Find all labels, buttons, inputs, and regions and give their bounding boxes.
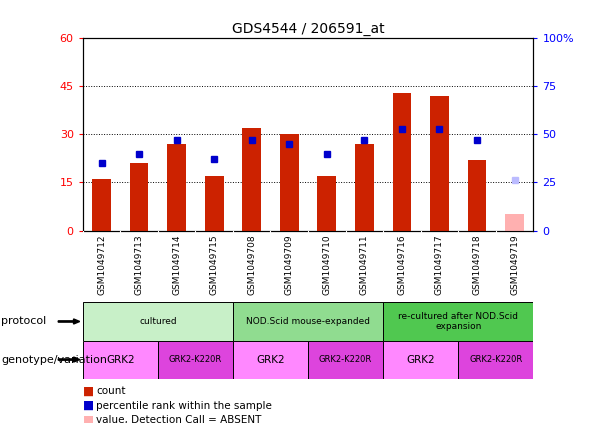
Text: GSM1049708: GSM1049708	[247, 234, 256, 295]
Text: ■: ■	[83, 399, 94, 412]
Bar	[355, 144, 374, 231]
Text: re-cultured after NOD.Scid
expansion: re-cultured after NOD.Scid expansion	[398, 312, 518, 331]
Text: GSM1049711: GSM1049711	[360, 234, 369, 295]
Text: GRK2-K220R: GRK2-K220R	[319, 355, 372, 364]
Bar	[468, 160, 486, 231]
Text: GSM1049709: GSM1049709	[285, 234, 294, 295]
Bar	[430, 96, 449, 231]
Bar	[280, 135, 299, 231]
Text: count: count	[96, 386, 126, 396]
Text: GSM1049710: GSM1049710	[322, 234, 331, 295]
Text: GRK2: GRK2	[106, 354, 135, 365]
Text: genotype/variation: genotype/variation	[1, 354, 107, 365]
Bar	[242, 128, 261, 231]
Bar	[167, 144, 186, 231]
Text: GSM1049717: GSM1049717	[435, 234, 444, 295]
Bar	[205, 176, 224, 231]
Bar	[83, 341, 158, 379]
Text: NOD.Scid mouse-expanded: NOD.Scid mouse-expanded	[246, 317, 370, 326]
Text: GSM1049712: GSM1049712	[97, 234, 106, 295]
Text: value, Detection Call = ABSENT: value, Detection Call = ABSENT	[96, 415, 262, 423]
Text: ■: ■	[83, 385, 94, 398]
Text: percentile rank within the sample: percentile rank within the sample	[96, 401, 272, 411]
Bar	[308, 341, 383, 379]
Text: GRK2: GRK2	[256, 354, 285, 365]
Text: ■: ■	[83, 414, 94, 423]
Bar	[383, 341, 458, 379]
Bar	[233, 302, 383, 341]
Text: GSM1049718: GSM1049718	[473, 234, 481, 295]
Bar	[92, 179, 111, 231]
Text: GSM1049719: GSM1049719	[510, 234, 519, 295]
Bar	[83, 302, 233, 341]
Bar	[130, 163, 148, 231]
Bar	[458, 341, 533, 379]
Bar	[233, 341, 308, 379]
Text: protocol: protocol	[1, 316, 47, 327]
Bar	[318, 176, 336, 231]
Text: cultured: cultured	[139, 317, 177, 326]
Text: GSM1049714: GSM1049714	[172, 234, 181, 295]
Bar	[383, 302, 533, 341]
Bar	[392, 93, 411, 231]
Bar	[158, 341, 233, 379]
Text: GRK2-K220R: GRK2-K220R	[169, 355, 222, 364]
Bar	[505, 214, 524, 231]
Text: GRK2: GRK2	[406, 354, 435, 365]
Text: GSM1049716: GSM1049716	[397, 234, 406, 295]
Text: GSM1049713: GSM1049713	[135, 234, 143, 295]
Title: GDS4544 / 206591_at: GDS4544 / 206591_at	[232, 22, 384, 36]
Text: GRK2-K220R: GRK2-K220R	[469, 355, 522, 364]
Text: GSM1049715: GSM1049715	[210, 234, 219, 295]
